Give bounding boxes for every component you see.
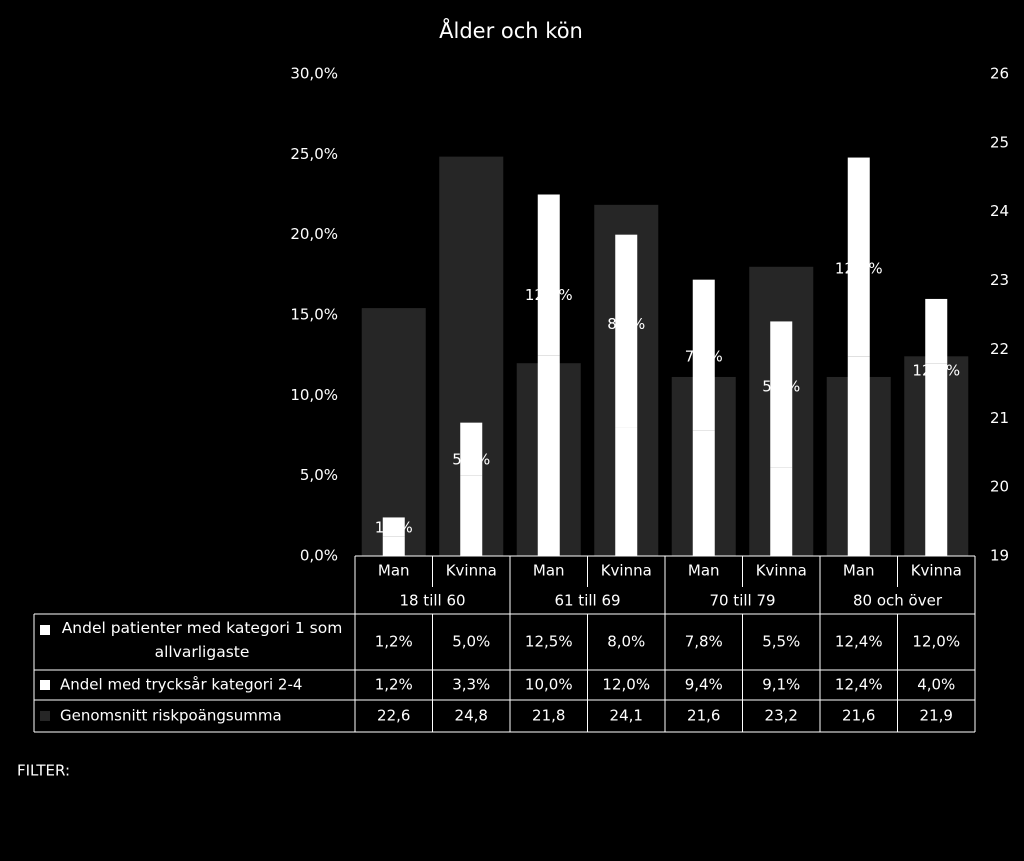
bar bbox=[460, 475, 483, 556]
bar bbox=[460, 422, 483, 476]
y-tick-label: 20,0% bbox=[290, 225, 338, 243]
table-cell: 9,1% bbox=[762, 676, 800, 694]
legend-label: Andel patienter med kategori 1 som allva… bbox=[61, 619, 343, 661]
bar bbox=[382, 517, 405, 537]
y2-tick-label: 20 bbox=[990, 478, 1009, 496]
bar bbox=[847, 157, 870, 357]
table-cell: 21,9 bbox=[920, 707, 953, 725]
legend-label-box: Andel patienter med kategori 1 som allva… bbox=[61, 619, 343, 661]
bar bbox=[770, 321, 793, 468]
filter-label: FILTER: bbox=[17, 762, 70, 780]
table-cell: 12,0% bbox=[602, 676, 650, 694]
table-cell: 5,0% bbox=[452, 633, 490, 651]
table-cell: 22,6 bbox=[377, 707, 410, 725]
y2-tick-label: 22 bbox=[990, 340, 1009, 358]
group-label: 80 och över bbox=[853, 592, 943, 610]
y-tick-label: 5,0% bbox=[300, 466, 338, 484]
table-cell: 7,8% bbox=[685, 633, 723, 651]
table-cell: 5,5% bbox=[762, 633, 800, 651]
y-tick-label: 15,0% bbox=[290, 306, 338, 324]
bar bbox=[361, 308, 426, 556]
y2-tick-label: 19 bbox=[990, 547, 1009, 565]
bar bbox=[847, 356, 870, 556]
y2-tick-label: 26 bbox=[990, 65, 1009, 83]
bar bbox=[692, 430, 715, 556]
x-tick-label: Man bbox=[533, 562, 565, 580]
table-cell: 1,2% bbox=[375, 676, 413, 694]
y-tick-label: 0,0% bbox=[300, 547, 338, 565]
y-tick-label: 25,0% bbox=[290, 145, 338, 163]
data-label: 7,8% bbox=[685, 348, 723, 366]
group-label: 70 till 79 bbox=[709, 592, 775, 610]
table-cell: 9,4% bbox=[685, 676, 723, 694]
table-cell: 3,3% bbox=[452, 676, 490, 694]
bar bbox=[615, 234, 638, 428]
data-label: 12,5% bbox=[525, 286, 573, 304]
table-cell: 10,0% bbox=[525, 676, 573, 694]
bar bbox=[537, 194, 560, 356]
table-cell: 24,8 bbox=[455, 707, 488, 725]
bar bbox=[925, 363, 948, 556]
legend-key bbox=[40, 625, 50, 635]
x-tick-label: Man bbox=[843, 562, 875, 580]
legend-key bbox=[40, 680, 50, 690]
table-cell: 21,6 bbox=[687, 707, 720, 725]
bar bbox=[770, 467, 793, 556]
y2-tick-label: 24 bbox=[990, 202, 1009, 220]
y2-tick-label: 25 bbox=[990, 133, 1009, 151]
x-tick-label: Man bbox=[378, 562, 410, 580]
data-label: 12,4% bbox=[835, 260, 883, 278]
data-label: 5,0% bbox=[452, 450, 490, 468]
bar bbox=[615, 427, 638, 556]
table-cell: 24,1 bbox=[610, 707, 643, 725]
x-tick-label: Kvinna bbox=[756, 562, 807, 580]
table-cell: 1,2% bbox=[375, 633, 413, 651]
table-cell: 12,0% bbox=[912, 633, 960, 651]
x-tick-label: Kvinna bbox=[446, 562, 497, 580]
table-cell: 21,6 bbox=[842, 707, 875, 725]
data-label: 8,0% bbox=[607, 315, 645, 333]
bar bbox=[537, 355, 560, 556]
legend-key bbox=[40, 711, 50, 721]
table-cell: 23,2 bbox=[765, 707, 798, 725]
bar bbox=[925, 298, 948, 364]
x-tick-label: Kvinna bbox=[911, 562, 962, 580]
y2-tick-label: 21 bbox=[990, 409, 1009, 427]
y-tick-label: 10,0% bbox=[290, 386, 338, 404]
table-cell: 12,5% bbox=[525, 633, 573, 651]
y2-tick-label: 23 bbox=[990, 271, 1009, 289]
y-tick-label: 30,0% bbox=[290, 65, 338, 83]
bar bbox=[692, 279, 715, 431]
table-cell: 4,0% bbox=[917, 676, 955, 694]
x-tick-label: Man bbox=[688, 562, 720, 580]
data-label: 1,2% bbox=[375, 519, 413, 537]
x-tick-label: Kvinna bbox=[601, 562, 652, 580]
group-label: 61 till 69 bbox=[554, 592, 620, 610]
legend-label: Andel med trycksår kategori 2-4 bbox=[60, 676, 302, 694]
table-cell: 21,8 bbox=[532, 707, 565, 725]
data-label: 12,0% bbox=[912, 361, 960, 379]
legend-label: Genomsnitt riskpoängsumma bbox=[60, 707, 282, 725]
table-cell: 12,4% bbox=[835, 676, 883, 694]
data-label: 5,5% bbox=[762, 378, 800, 396]
table-cell: 12,4% bbox=[835, 633, 883, 651]
table-cell: 8,0% bbox=[607, 633, 645, 651]
group-label: 18 till 60 bbox=[399, 592, 465, 610]
chart-title: Ålder och kön bbox=[439, 17, 583, 43]
bar bbox=[382, 536, 405, 556]
